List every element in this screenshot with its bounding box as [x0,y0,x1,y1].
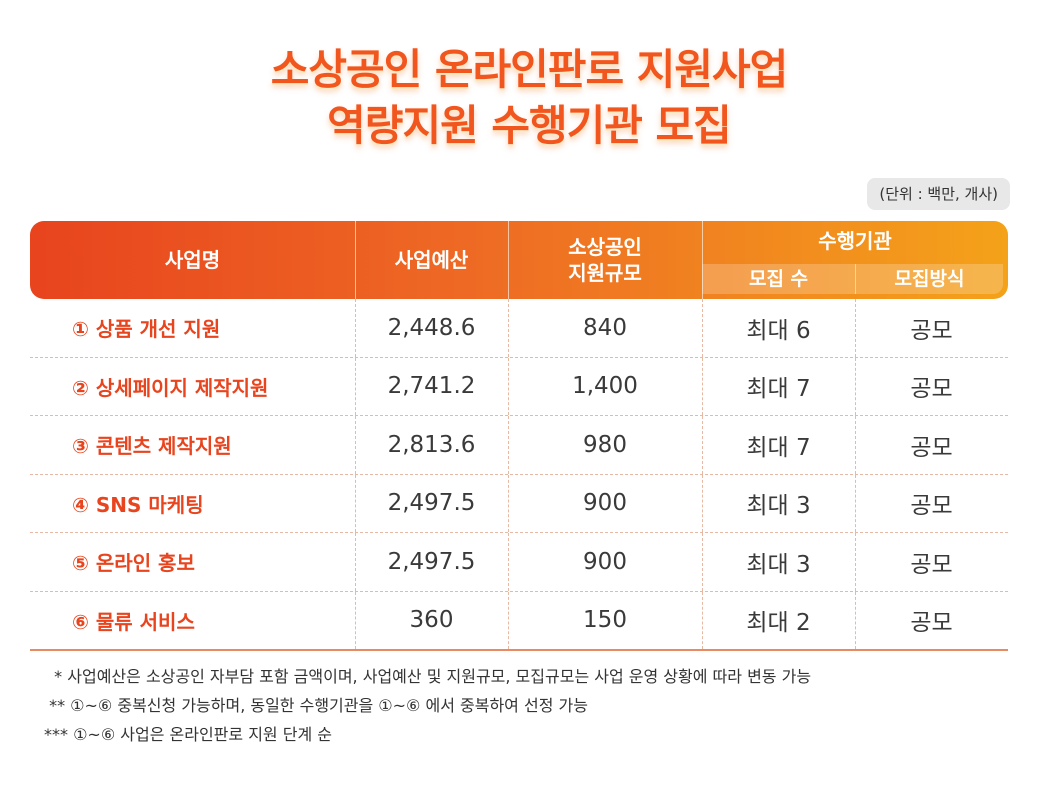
page-title-line1: 소상공인 온라인판로 지원사업 [270,45,789,94]
unit-badge: (단위 : 백만, 개사) [867,178,1010,210]
row-method: 공모 [910,551,953,578]
row-count: 최대 2 [746,610,811,637]
table-row: ① 상품 개선 지원 2,448.6 840 최대 6 공모 [30,299,1008,358]
row-method: 공모 [910,317,953,344]
row-name: ② 상세페이지 제작지원 [72,375,269,400]
table-row: ⑤ 온라인 홍보 2,497.5 900 최대 3 공모 [30,533,1008,592]
row-count: 최대 3 [746,551,811,578]
row-budget: 2,813.6 [387,431,476,458]
row-budget: 2,497.5 [387,548,476,575]
footnotes: * 사업예산은 소상공인 자부담 포함 금액이며, 사업예산 및 지원규모, 모… [44,662,811,749]
footnote-1: * 사업예산은 소상공인 자부담 포함 금액이며, 사업예산 및 지원규모, 모… [44,667,812,686]
row-scale: 840 [583,314,627,341]
row-scale: 980 [583,431,627,458]
header-budget: 사업예산 [394,248,469,272]
header-method: 모집방식 [856,264,1003,294]
row-method: 공모 [910,610,953,637]
row-scale: 1,400 [572,373,638,400]
row-name: ④ SNS 마케팅 [72,492,204,517]
row-budget: 2,497.5 [387,490,476,517]
row-count: 최대 7 [746,376,811,403]
row-scale: 900 [583,548,627,575]
row-count: 최대 6 [746,317,811,344]
row-budget: 360 [409,607,454,634]
row-method: 공모 [910,434,953,461]
footnote-2: ** ①~⑥ 중복신청 가능하며, 동일한 수행기관을 ①~⑥ 에서 중복하여 … [44,696,588,715]
row-name: ① 상품 개선 지원 [72,317,221,342]
table-row: ⑥ 물류 서비스 360 150 최대 2 공모 [30,591,1008,651]
footnote-3: *** ①~⑥ 사업은 온라인판로 지원 단계 순 [44,725,332,744]
table-header: 사업명 사업예산 소상공인 지원규모 수행기관 모집 수 모집방식 [30,221,1008,299]
row-budget: 2,448.6 [387,314,476,341]
row-method: 공모 [910,376,953,403]
row-scale: 150 [583,607,627,634]
row-method: 공모 [910,493,953,520]
row-count: 최대 7 [746,434,811,461]
row-name: ⑥ 물류 서비스 [72,609,195,634]
header-name: 사업명 [164,248,221,272]
header-org: 수행기관 [818,229,892,253]
header-scale: 소상공인 지원규모 [568,235,642,285]
table-body: ① 상품 개선 지원 2,448.6 840 최대 6 공모 ② 상세페이지 제… [30,299,1008,651]
header-count: 모집 수 [702,264,855,294]
table-row: ④ SNS 마케팅 2,497.5 900 최대 3 공모 [30,474,1008,533]
row-count: 최대 3 [746,493,811,520]
page-title-line2: 역량지원 수행기관 모집 [327,101,732,150]
row-budget: 2,741.2 [387,373,476,400]
row-name: ③ 콘텐츠 제작지원 [72,434,232,459]
row-name: ⑤ 온라인 홍보 [72,551,195,576]
table-row: ③ 콘텐츠 제작지원 2,813.6 980 최대 7 공모 [30,416,1008,475]
table-row: ② 상세페이지 제작지원 2,741.2 1,400 최대 7 공모 [30,357,1008,416]
recruitment-table: 사업명 사업예산 소상공인 지원규모 수행기관 모집 수 모집방식 ① 상품 개… [30,221,1008,651]
row-scale: 900 [583,490,627,517]
